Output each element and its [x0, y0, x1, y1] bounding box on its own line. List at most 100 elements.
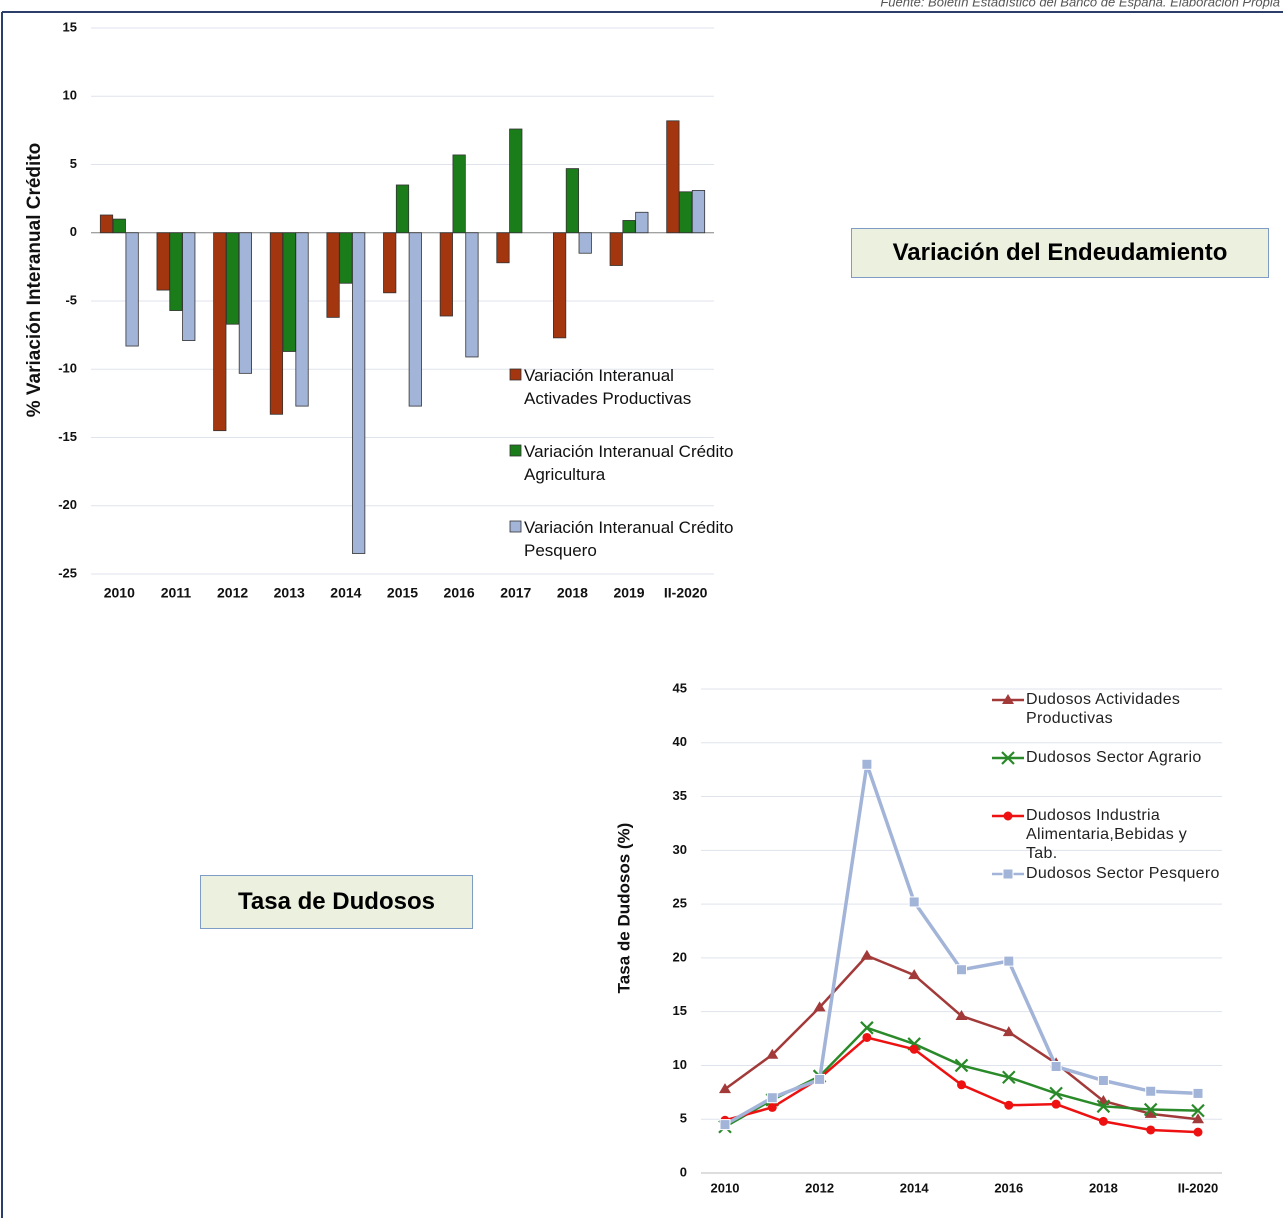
bar: [609, 232, 623, 266]
bar: [691, 190, 706, 234]
bar: [679, 191, 693, 234]
bar: [182, 232, 196, 341]
x-tick-label: 2019: [613, 585, 644, 601]
legend-swatch: [509, 444, 522, 457]
point: [956, 964, 967, 976]
source-note: Fuente: Boletín Estadístico del Banco de…: [880, 0, 1280, 9]
point: [719, 1119, 731, 1131]
point: [1049, 1086, 1063, 1101]
bar: [496, 232, 510, 264]
point: [1098, 1116, 1108, 1126]
x-tick-label: 2015: [387, 585, 418, 601]
point: [1191, 1103, 1205, 1118]
y-tick-label: 5: [70, 156, 77, 171]
point: [1192, 1087, 1204, 1099]
point: [860, 1021, 874, 1035]
y-tick-label: 0: [70, 224, 77, 239]
point: [954, 1058, 969, 1073]
bar: [225, 232, 240, 325]
legend-label: Variación Interanual Crédito Pesquero: [524, 518, 734, 560]
point: [1096, 1099, 1111, 1114]
y-tick-label: 10: [63, 88, 77, 103]
point: [719, 1083, 731, 1094]
bar: [339, 232, 353, 284]
x-tick-label: 2018: [557, 585, 588, 601]
x-tick-label: 2012: [217, 585, 248, 601]
y-tick-label: -5: [65, 292, 77, 307]
y-tick-label: 30: [673, 842, 687, 857]
bar: [295, 232, 309, 407]
bar: [383, 232, 397, 294]
point: [1002, 1026, 1015, 1037]
point: [955, 1009, 968, 1020]
x-tick-label: 2010: [711, 1180, 740, 1195]
bar: [553, 232, 567, 339]
bar: [666, 120, 680, 234]
point: [814, 1073, 826, 1085]
bar: [565, 168, 580, 234]
x-tick-label: II-2020: [664, 585, 708, 601]
y-axis-title: Tasa de Dudosos (%): [614, 823, 633, 994]
y-tick-label: 20: [673, 949, 687, 964]
y-tick-label: 10: [673, 1057, 687, 1072]
bar: [99, 214, 114, 234]
bar: [352, 232, 366, 554]
bar: [238, 232, 252, 374]
y-tick-label: -25: [58, 565, 77, 580]
bar: [578, 232, 592, 254]
legend-marker: [1003, 811, 1013, 821]
point: [1143, 1102, 1158, 1117]
y-tick-label: -10: [58, 361, 77, 376]
series-line: [724, 954, 1199, 1121]
legend-swatch: [509, 520, 522, 533]
y-tick-label: 25: [673, 896, 687, 911]
x-tick-label: 2014: [900, 1180, 930, 1195]
point: [908, 896, 920, 908]
point: [1097, 1075, 1109, 1087]
legend-swatch: [509, 368, 522, 381]
bar: [465, 232, 479, 358]
point: [1145, 1085, 1157, 1097]
y-tick-label: 15: [63, 19, 77, 34]
x-tick-label: 2018: [1089, 1180, 1118, 1195]
point: [1004, 1100, 1014, 1110]
legend-label: Dudosos Actividades Productivas: [1026, 691, 1181, 727]
bar: [156, 232, 170, 291]
bar: [112, 218, 126, 234]
point: [766, 1092, 778, 1104]
x-tick-label: 2011: [161, 585, 192, 601]
bar: [452, 154, 466, 234]
bar: [326, 232, 340, 318]
point: [861, 758, 873, 770]
x-tick-label: 2013: [274, 585, 305, 601]
legend-label: Variación Interanual Activades Productiv…: [524, 366, 692, 408]
point: [813, 1001, 826, 1012]
bar: [169, 232, 183, 311]
bar: [509, 128, 523, 234]
x-tick-label: 2010: [104, 585, 135, 601]
legend-marker: [1002, 694, 1014, 704]
point: [1002, 1070, 1016, 1085]
y-tick-label: 15: [673, 1003, 687, 1018]
point: [1050, 1061, 1062, 1073]
x-tick-label: 2012: [805, 1180, 834, 1195]
legend-marker: [1002, 868, 1014, 880]
point: [1003, 955, 1015, 967]
legend-label: Dudosos Sector Pesquero: [1026, 865, 1220, 882]
bar: [213, 232, 227, 432]
point: [1193, 1127, 1203, 1137]
bar: [439, 232, 453, 317]
series-line: [724, 1026, 1199, 1128]
y-tick-label: -20: [58, 497, 77, 512]
point: [957, 1080, 966, 1090]
point: [1144, 1107, 1157, 1118]
point: [767, 1102, 777, 1112]
point: [1192, 1113, 1204, 1124]
point: [908, 969, 921, 980]
point: [862, 1032, 872, 1042]
x-tick-label: 2016: [994, 1180, 1023, 1195]
bar: [622, 220, 636, 234]
point: [909, 1044, 919, 1054]
bar: [269, 232, 284, 415]
